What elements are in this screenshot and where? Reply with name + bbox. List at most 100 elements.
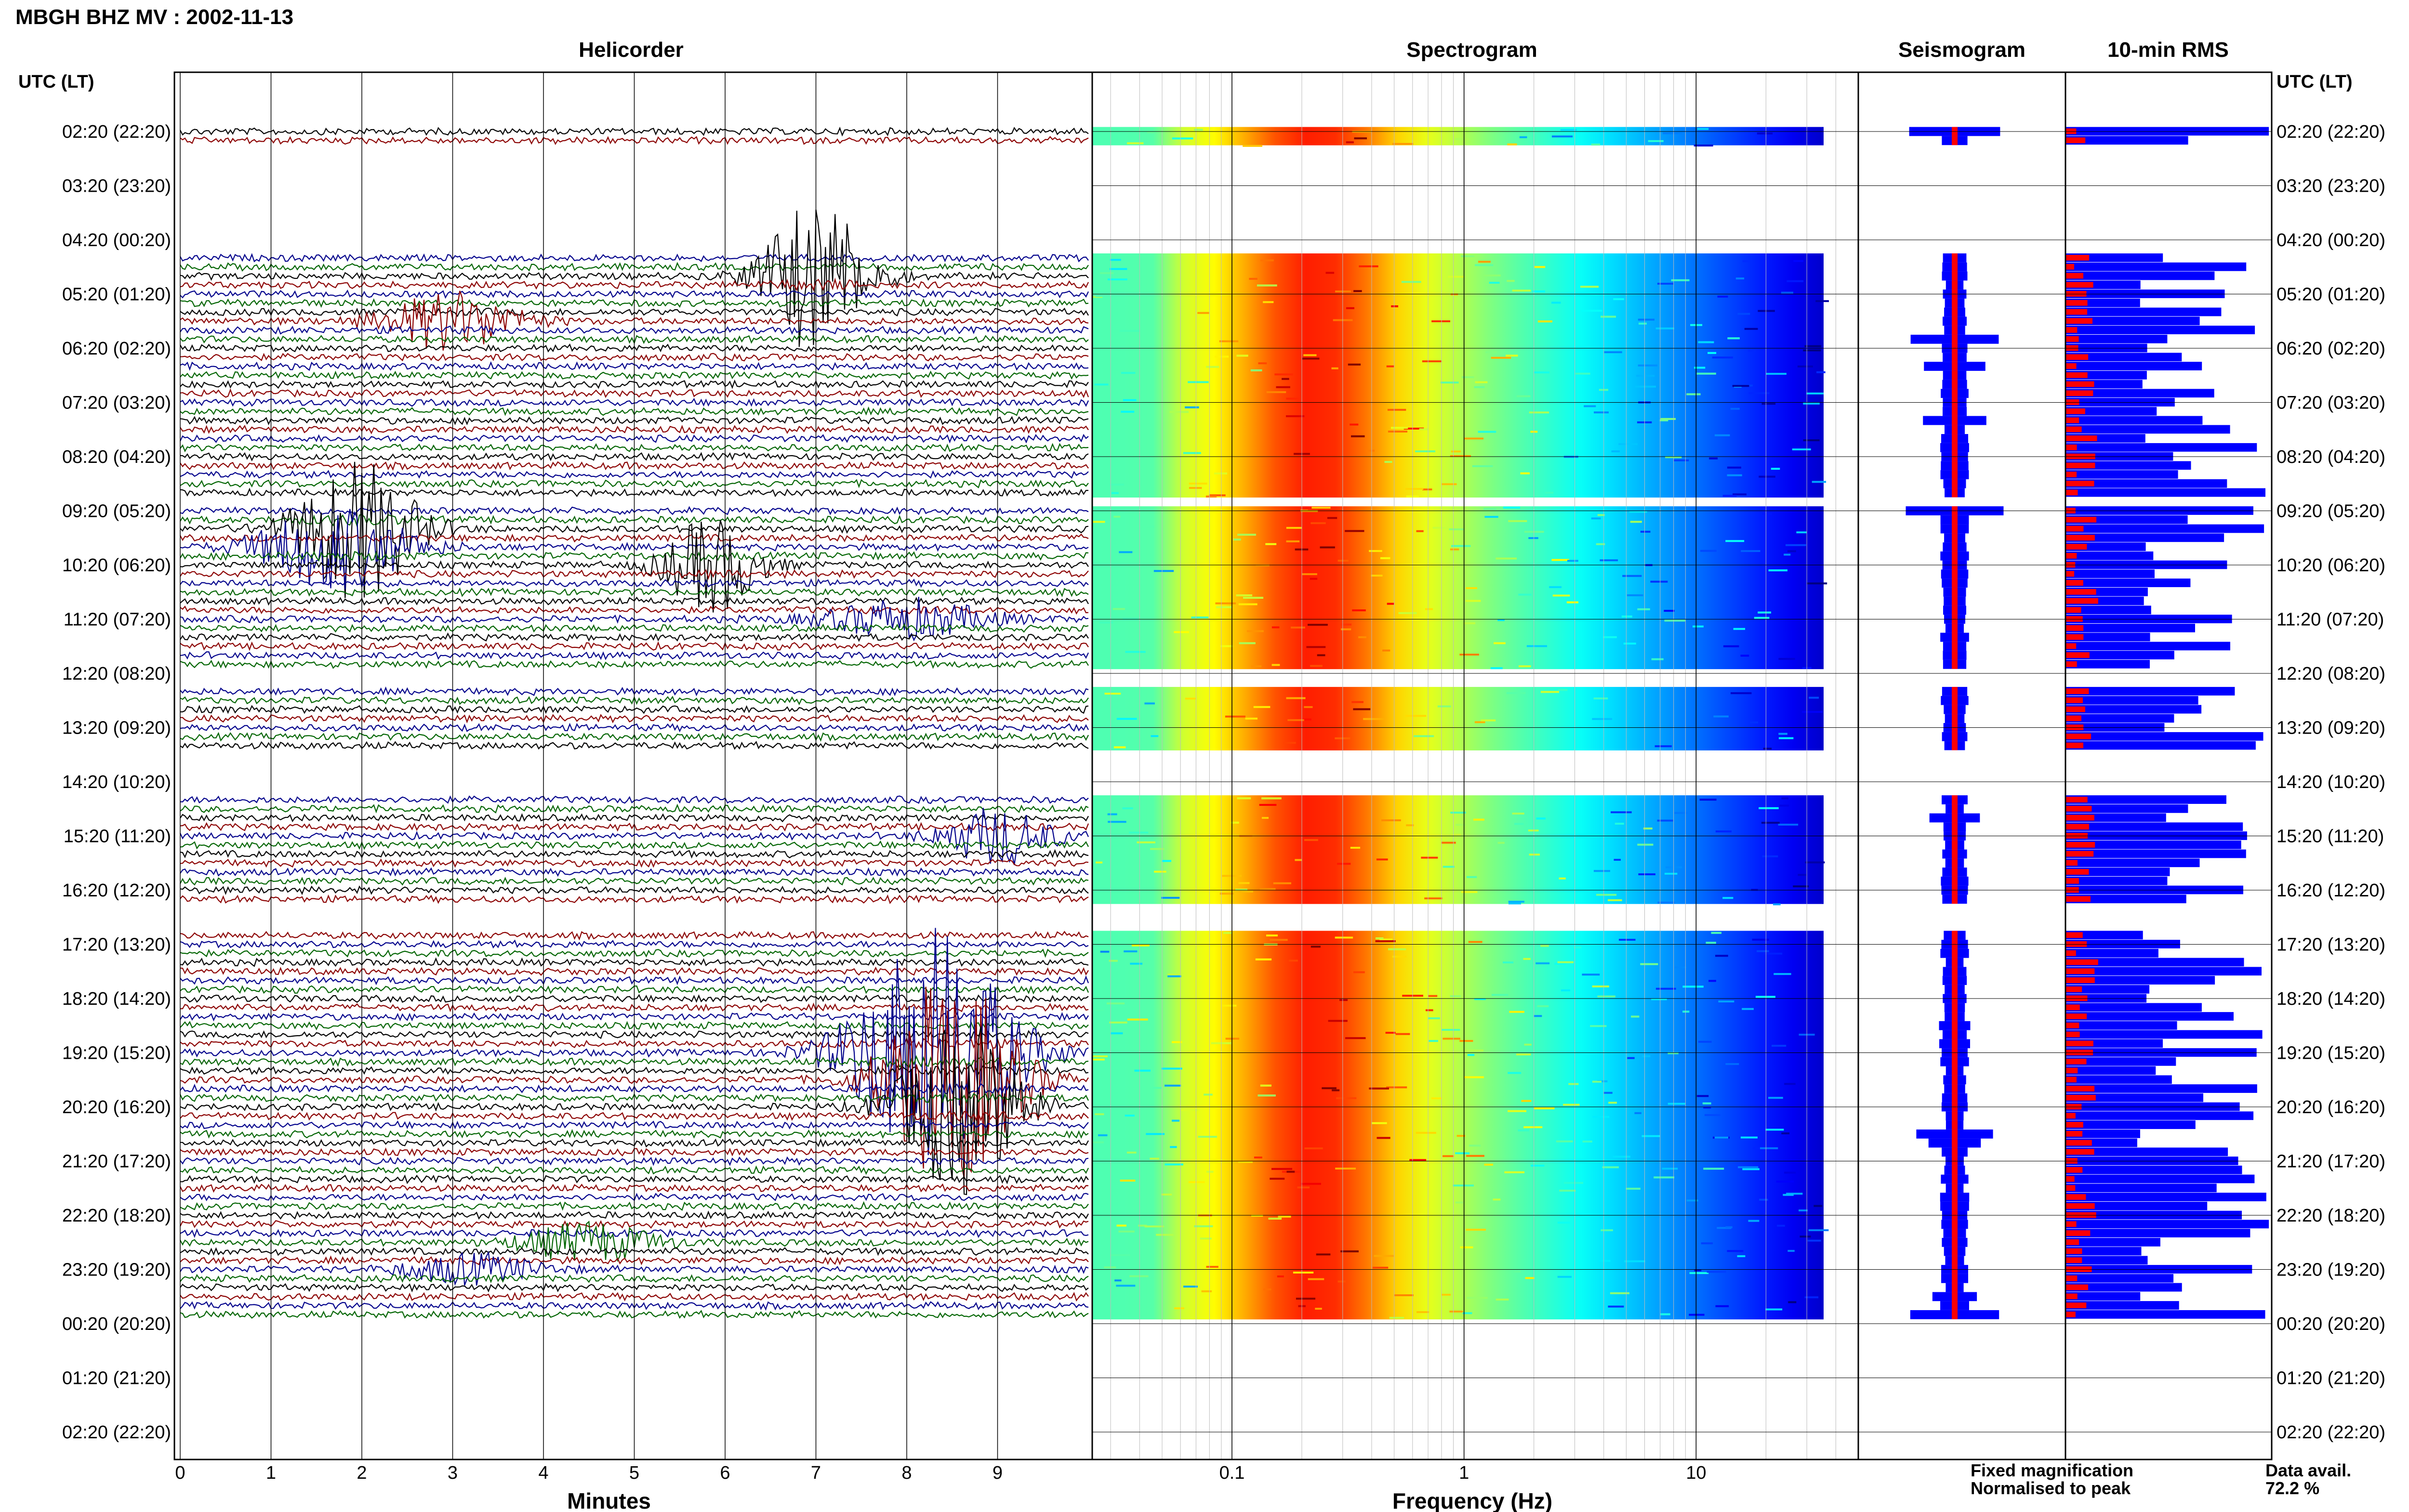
spectrogram-speckle <box>1206 1266 1218 1268</box>
spectrogram-speckle <box>1660 1313 1670 1315</box>
seismogram-peak <box>1952 533 1958 543</box>
spectrogram-speckle <box>1113 515 1121 518</box>
spectrogram-row <box>1092 1229 1824 1238</box>
spectrogram-speckle <box>1623 643 1636 645</box>
spectrogram-speckle <box>1428 995 1438 997</box>
time-label-right: 02:20 (22:20) <box>2277 1422 2385 1443</box>
spectrogram-speckle <box>1339 999 1348 1001</box>
spectrogram-speckle <box>1374 1255 1394 1257</box>
spectrogram-speckle <box>1153 570 1174 572</box>
seismogram-peak <box>1952 1201 1958 1211</box>
spectrogram-speckle <box>1705 1114 1721 1116</box>
spectrogram-row <box>1092 253 1824 263</box>
seismogram-peak <box>1952 443 1958 452</box>
rms-bar <box>2065 948 2158 958</box>
spectrogram-speckle <box>1259 804 1277 806</box>
figure-title: MBGH BHZ MV : 2002-11-13 <box>15 5 293 29</box>
spectrogram-speckle <box>1317 654 1325 657</box>
seismogram-peak <box>1952 1039 1958 1049</box>
spectrogram-speckle <box>1183 452 1201 454</box>
rms-normalised-bar <box>2065 1248 2082 1254</box>
spectrogram-speckle <box>1815 300 1829 302</box>
time-label-left: 04:20 (00:20) <box>62 230 171 250</box>
spectrogram-row <box>1092 1084 1824 1094</box>
rms-bar <box>2065 1093 2203 1102</box>
spectrogram-speckle <box>1735 277 1745 280</box>
seismogram-peak <box>1952 1274 1958 1283</box>
rms-normalised-bar <box>2065 742 2083 749</box>
spectrogram-speckle <box>1278 1215 1291 1218</box>
spectrogram-row <box>1092 876 1824 886</box>
spectrogram-speckle <box>1270 1178 1285 1180</box>
spectrogram-speckle <box>1803 402 1820 405</box>
spectrogram-row <box>1092 605 1824 615</box>
spectrogram-speckle <box>1638 364 1658 367</box>
spectrogram-speckle <box>1727 474 1742 476</box>
spectrogram-speckle <box>1765 1129 1784 1131</box>
seismogram-peak <box>1952 985 1958 994</box>
spectrogram-speckle <box>1707 1271 1726 1273</box>
spectrogram-title: Spectrogram <box>1406 38 1537 62</box>
spectrogram-speckle <box>1761 822 1780 824</box>
rms-normalised-bar <box>2065 1140 2092 1146</box>
seismogram-peak <box>1952 732 1958 741</box>
spectrogram-speckle <box>1581 310 1602 312</box>
rms-bar <box>2065 551 2154 560</box>
rms-normalised-bar <box>2065 535 2095 541</box>
spectrogram-speckle <box>1567 560 1578 562</box>
helicorder-tick-label: 4 <box>538 1463 548 1483</box>
spectrogram-speckle <box>1247 630 1264 632</box>
legend-fixed: Fixed magnification <box>1971 1460 2133 1480</box>
spectrogram-speckle <box>1185 697 1196 700</box>
spectrogram-speckle <box>1456 1135 1466 1137</box>
spectrogram-speckle <box>1491 356 1511 359</box>
spectrogram-speckle <box>1428 1017 1440 1019</box>
spectrogram-speckle <box>1358 636 1366 638</box>
spectrogram-speckle <box>1472 465 1493 467</box>
spectrogram-speckle <box>1702 1102 1711 1104</box>
rms-bar <box>2065 705 2202 714</box>
spectrogram-speckle <box>1170 1146 1177 1148</box>
spectrogram-speckle <box>1372 1122 1387 1124</box>
spectrogram-tick-label: 1 <box>1459 1463 1469 1483</box>
spectrogram-speckle <box>1474 721 1485 723</box>
spectrogram-speckle <box>1351 701 1363 703</box>
spectrogram-speckle <box>1255 958 1272 960</box>
seismogram-peak <box>1952 353 1958 362</box>
spectrogram-speckle <box>1301 1183 1321 1185</box>
spectrogram-speckle <box>1249 277 1257 280</box>
rms-normalised-bar <box>2065 300 2088 306</box>
spectrogram-row <box>1092 948 1824 959</box>
seismogram-peak <box>1952 253 1958 263</box>
spectrogram-speckle <box>1122 807 1133 810</box>
spectrogram-speckle <box>1554 963 1566 965</box>
spectrogram-speckle <box>1744 328 1758 330</box>
seismogram-peak <box>1952 1310 1958 1319</box>
spectrogram-speckle <box>1534 266 1546 268</box>
spectrogram-speckle <box>1351 435 1365 437</box>
spectrogram-row <box>1092 353 1824 362</box>
spectrogram-speckle <box>1421 856 1438 859</box>
seismogram-peak <box>1952 958 1958 967</box>
spectrogram-speckle <box>1592 1080 1602 1083</box>
seismogram-peak <box>1952 632 1958 642</box>
spectrogram-speckle <box>1259 888 1276 890</box>
time-label-left: 07:20 (03:20) <box>62 393 171 413</box>
rms-panel <box>2065 127 2269 1319</box>
spectrogram-speckle <box>1713 715 1729 718</box>
spectrogram-speckle <box>1603 636 1617 638</box>
spectrogram-speckle <box>1540 945 1549 947</box>
spectrogram-speckle <box>1532 290 1546 292</box>
spectrogram-speckle <box>1531 1164 1545 1167</box>
spectrogram-speckle <box>1100 950 1110 953</box>
rms-normalised-bar <box>2065 309 2088 315</box>
spectrogram-speckle <box>1582 1140 1592 1143</box>
spectrogram-row <box>1092 1292 1824 1302</box>
spectrogram-speckle <box>1369 550 1382 552</box>
spectrogram-speckle <box>1258 362 1267 365</box>
spectrogram-speckle <box>1382 649 1390 652</box>
rms-normalised-bar <box>2065 661 2077 667</box>
spectrogram-speckle <box>1674 812 1688 814</box>
rms-bar <box>2065 1021 2177 1030</box>
spectrogram-speckle <box>1385 1032 1396 1034</box>
